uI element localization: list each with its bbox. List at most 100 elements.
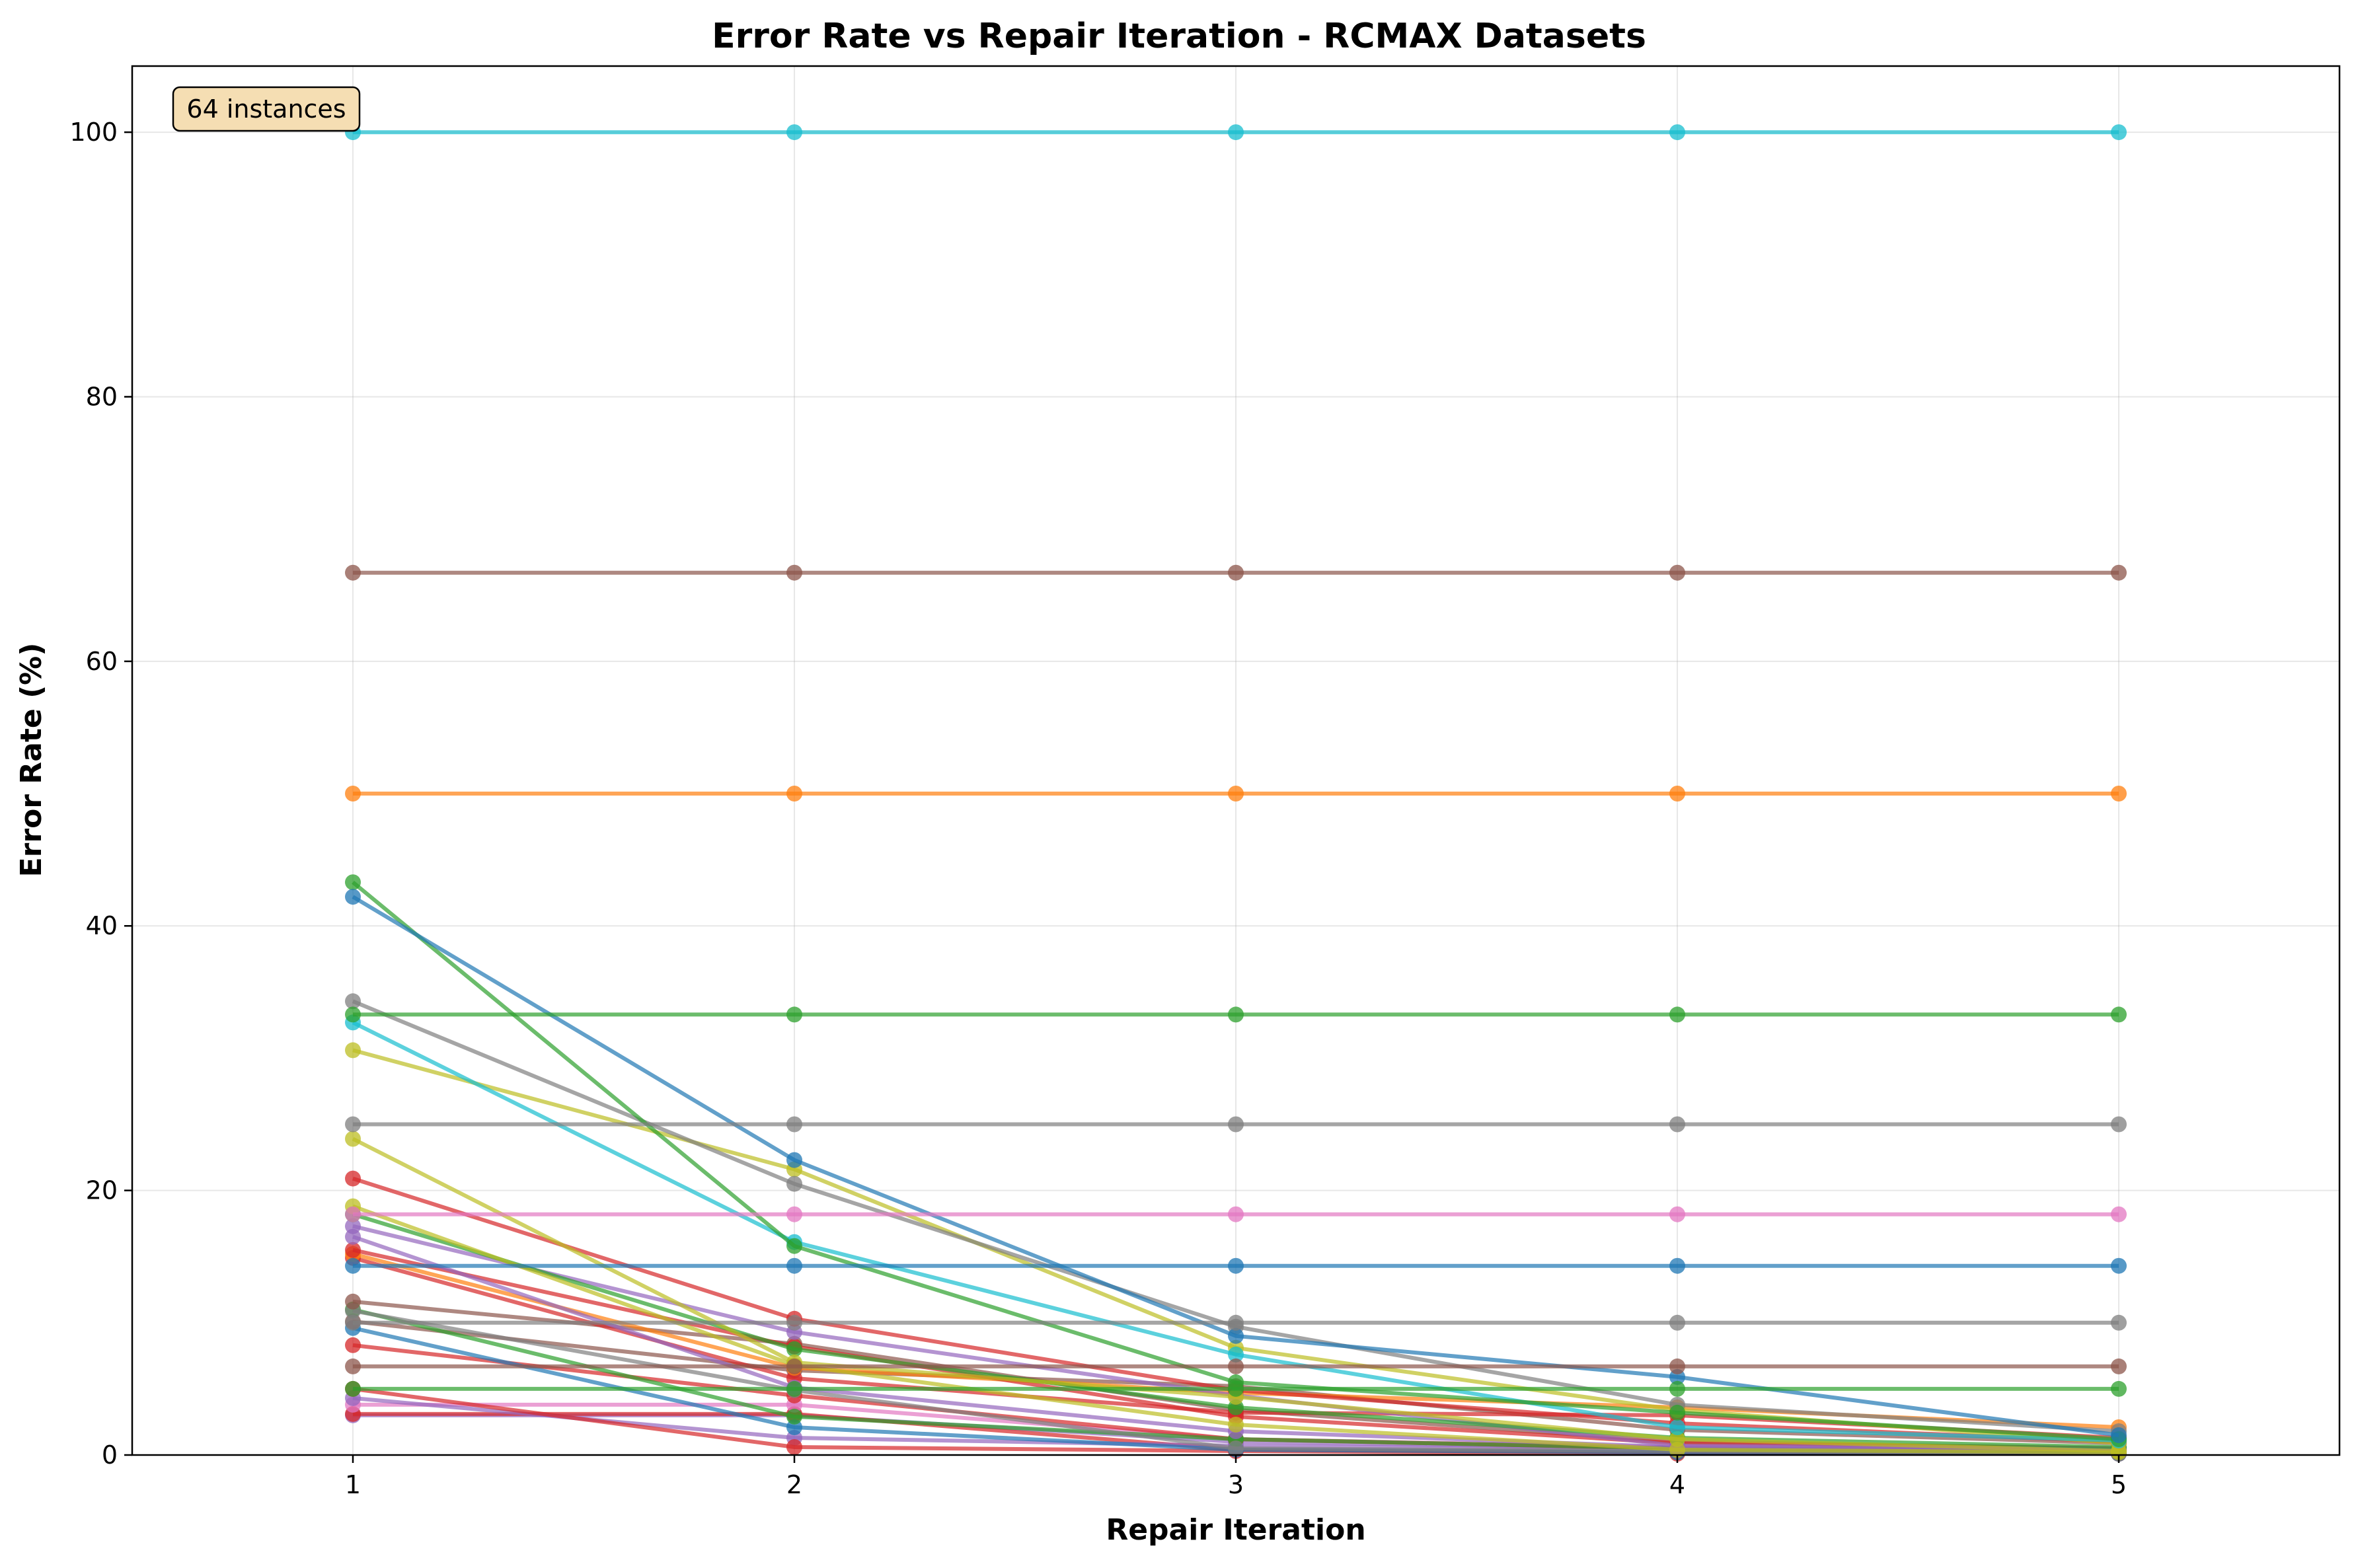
data-point bbox=[345, 564, 361, 581]
data-point bbox=[1228, 1314, 1244, 1331]
data-point bbox=[1228, 1006, 1244, 1023]
data-point bbox=[345, 1116, 361, 1133]
data-point bbox=[786, 1206, 802, 1222]
data-point bbox=[2111, 1116, 2127, 1133]
annotation-box bbox=[172, 86, 361, 132]
data-point bbox=[1669, 1380, 1685, 1397]
data-point bbox=[786, 1116, 802, 1133]
data-point bbox=[345, 1170, 361, 1187]
data-point bbox=[345, 889, 361, 905]
series-10 bbox=[345, 889, 2127, 1443]
data-point bbox=[345, 1358, 361, 1374]
x-tick-label: 5 bbox=[2111, 1470, 2127, 1499]
x-axis-label: Repair Iteration bbox=[1106, 1513, 1365, 1547]
data-point bbox=[1228, 1440, 1244, 1456]
data-point bbox=[1228, 1346, 1244, 1363]
data-point bbox=[1669, 1206, 1685, 1222]
data-point bbox=[345, 1380, 361, 1397]
data-point bbox=[345, 1218, 361, 1234]
series-9 bbox=[345, 1380, 2127, 1397]
data-point bbox=[1669, 1257, 1685, 1274]
data-point bbox=[786, 1408, 802, 1425]
x-tick-label: 1 bbox=[345, 1470, 361, 1499]
data-point bbox=[2111, 564, 2127, 581]
y-tick-label: 40 bbox=[86, 911, 118, 940]
data-point bbox=[1228, 124, 1244, 141]
data-point bbox=[2111, 1380, 2127, 1397]
data-point bbox=[345, 1314, 361, 1331]
data-point bbox=[1669, 1314, 1685, 1331]
data-point bbox=[1669, 1358, 1685, 1374]
data-point bbox=[1669, 1404, 1685, 1421]
data-point bbox=[2111, 1006, 2127, 1023]
y-tick-label: 100 bbox=[69, 118, 118, 147]
instance-count-annotation: 64 instances bbox=[172, 86, 361, 132]
data-point bbox=[2111, 1257, 2127, 1274]
data-point bbox=[345, 1206, 361, 1222]
data-point bbox=[1669, 786, 1685, 802]
series-4 bbox=[345, 1116, 2127, 1133]
data-point bbox=[1228, 1327, 1244, 1344]
data-point bbox=[1228, 1358, 1244, 1374]
data-point bbox=[1669, 1419, 1685, 1435]
data-point bbox=[786, 564, 802, 581]
data-point bbox=[1228, 1380, 1244, 1397]
data-point bbox=[1669, 1116, 1685, 1133]
y-tick-label: 20 bbox=[86, 1176, 118, 1205]
data-point bbox=[345, 1131, 361, 1147]
series-2 bbox=[345, 786, 2127, 802]
axis-ticks: 1 2 3 4 5 0 20 40 60 80 100 bbox=[69, 118, 2127, 1499]
data-point bbox=[345, 1006, 361, 1023]
data-point bbox=[2111, 786, 2127, 802]
data-point bbox=[1669, 1006, 1685, 1023]
data-point bbox=[1669, 1431, 1685, 1447]
data-point bbox=[345, 1293, 361, 1310]
data-point bbox=[786, 1341, 802, 1357]
data-point bbox=[786, 786, 802, 802]
x-tick-label: 2 bbox=[786, 1470, 802, 1499]
data-point bbox=[2111, 1358, 2127, 1374]
data-point bbox=[2111, 1314, 2127, 1331]
data-point bbox=[345, 786, 361, 802]
y-tick-label: 0 bbox=[102, 1440, 118, 1470]
data-point bbox=[1228, 1206, 1244, 1222]
annotation-text: 64 instances bbox=[186, 94, 346, 124]
series-lines bbox=[345, 124, 2127, 1462]
data-point bbox=[345, 1042, 361, 1059]
data-point bbox=[1669, 564, 1685, 581]
data-point bbox=[345, 1337, 361, 1353]
x-tick-label: 3 bbox=[1228, 1470, 1244, 1499]
data-point bbox=[786, 1358, 802, 1374]
data-point bbox=[1228, 1257, 1244, 1274]
data-point bbox=[345, 1257, 361, 1274]
series-5 bbox=[345, 1206, 2127, 1222]
data-point bbox=[786, 1380, 802, 1397]
y-tick-label: 80 bbox=[86, 382, 118, 411]
data-point bbox=[1228, 786, 1244, 802]
series-3 bbox=[345, 1006, 2127, 1023]
x-tick-label: 4 bbox=[1669, 1470, 1685, 1499]
data-point bbox=[786, 1314, 802, 1331]
data-point bbox=[786, 1257, 802, 1274]
data-point bbox=[786, 1176, 802, 1192]
data-point bbox=[2111, 1427, 2127, 1443]
data-point bbox=[2111, 1206, 2127, 1222]
data-point bbox=[1228, 1116, 1244, 1133]
data-point bbox=[786, 1439, 802, 1455]
series-7 bbox=[345, 1314, 2127, 1331]
chart-title: Error Rate vs Repair Iteration - RCMAX D… bbox=[712, 17, 1646, 56]
y-tick-label: 60 bbox=[86, 647, 118, 676]
data-point bbox=[1669, 124, 1685, 141]
data-point bbox=[2111, 124, 2127, 141]
series-0 bbox=[345, 124, 2127, 141]
data-point bbox=[1228, 564, 1244, 581]
data-point bbox=[786, 1006, 802, 1023]
series-6 bbox=[345, 1257, 2127, 1274]
y-axis-label: Error Rate (%) bbox=[15, 643, 48, 877]
data-point bbox=[345, 993, 361, 1010]
data-point bbox=[345, 1242, 361, 1258]
data-point bbox=[786, 1152, 802, 1168]
data-point bbox=[786, 1238, 802, 1254]
